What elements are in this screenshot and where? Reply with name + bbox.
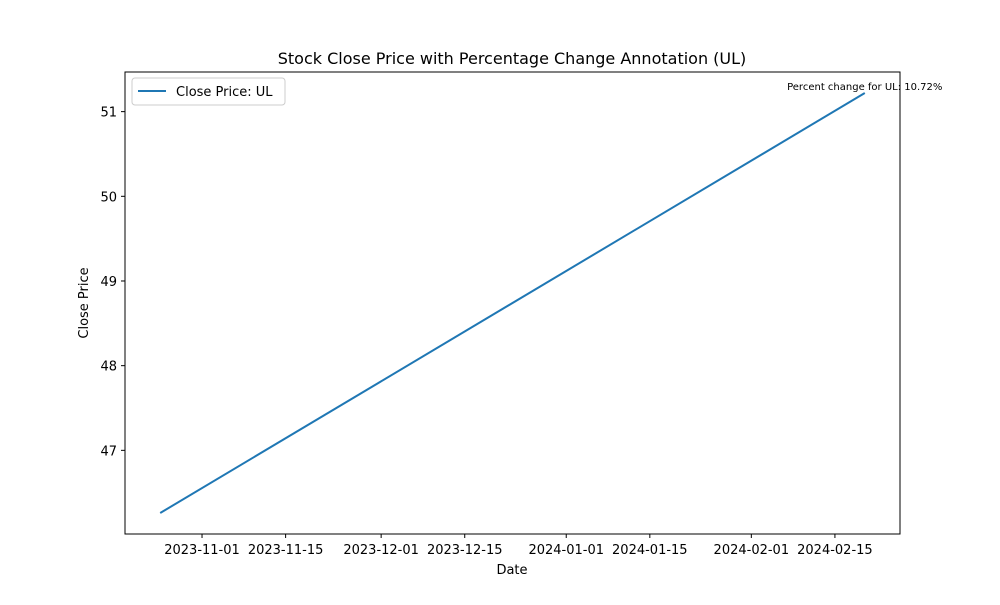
series-line-ul (159, 92, 866, 514)
chart-title: Stock Close Price with Percentage Change… (278, 49, 747, 68)
x-tick-label: 2024-02-15 (797, 543, 873, 558)
legend-box (131, 77, 286, 106)
percent-change-annotation: Percent change for UL: 10.72% (787, 82, 942, 93)
x-tick-label: 2023-12-15 (427, 543, 503, 558)
legend-label: Close Price: UL (176, 85, 273, 100)
x-tick-label: 2023-11-01 (164, 543, 240, 558)
x-tick-label: 2024-01-01 (528, 543, 604, 558)
y-tick-label: 49 (100, 275, 117, 290)
series-layer (159, 92, 866, 514)
y-tick-label: 50 (100, 190, 117, 205)
x-axis-ticks: 2023-11-01 2023-11-15 2023-12-01 2023-12-15… (164, 534, 873, 558)
y-axis-ticks: 47 48 49 50 51 (100, 106, 125, 459)
y-tick-label: 51 (100, 106, 117, 121)
plot-area-frame (124, 71, 901, 535)
x-tick-label: 2023-12-01 (343, 543, 419, 558)
x-axis-title: Date (496, 563, 527, 578)
x-tick-label: 2024-02-01 (714, 543, 790, 558)
y-tick-label: 47 (100, 444, 117, 459)
legend: Close Price: UL (131, 77, 286, 106)
y-axis-title: Close Price (77, 267, 92, 338)
x-tick-label: 2023-11-15 (248, 543, 324, 558)
y-tick-label: 48 (100, 360, 117, 375)
x-tick-label: 2024-01-15 (612, 543, 688, 558)
